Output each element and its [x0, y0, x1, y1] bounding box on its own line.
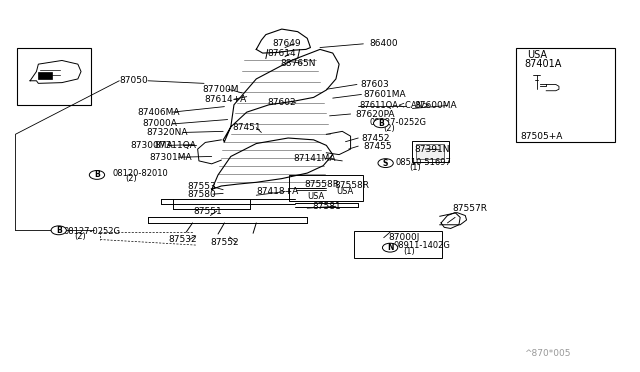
Text: 87620PA: 87620PA — [355, 109, 394, 119]
Text: 87141MA: 87141MA — [293, 154, 336, 163]
Text: 87558R: 87558R — [334, 181, 369, 190]
Text: 87558R: 87558R — [304, 180, 339, 189]
Circle shape — [51, 226, 67, 235]
Circle shape — [378, 159, 394, 167]
Text: (2): (2) — [75, 232, 86, 241]
FancyBboxPatch shape — [289, 175, 363, 201]
Text: 87553: 87553 — [188, 182, 216, 191]
FancyBboxPatch shape — [354, 231, 442, 258]
Text: 87580: 87580 — [188, 190, 216, 199]
Text: 87391N: 87391N — [414, 145, 450, 154]
Text: 08127-0252G: 08127-0252G — [64, 227, 121, 235]
Text: 87000A: 87000A — [143, 119, 178, 128]
Text: 87700M: 87700M — [203, 85, 239, 94]
Text: 08911-1402G: 08911-1402G — [394, 241, 450, 250]
Text: 08127-0252G: 08127-0252G — [370, 118, 427, 127]
Text: 87320NA: 87320NA — [147, 128, 188, 137]
Bar — [38, 71, 52, 79]
Text: 87649: 87649 — [272, 39, 301, 48]
FancyBboxPatch shape — [17, 48, 91, 105]
Text: 87311QA: 87311QA — [154, 141, 196, 150]
Text: (1): (1) — [409, 163, 421, 172]
Text: 87000J: 87000J — [389, 233, 420, 242]
Text: 87050: 87050 — [119, 76, 148, 85]
Text: 87557R: 87557R — [452, 204, 488, 214]
Text: (2): (2) — [384, 124, 396, 132]
Circle shape — [374, 119, 389, 128]
Text: 88765N: 88765N — [280, 59, 316, 68]
Text: 87552: 87552 — [211, 238, 239, 247]
Text: 87401A: 87401A — [524, 59, 561, 69]
Text: 87300MA: 87300MA — [130, 141, 173, 150]
Text: 87603: 87603 — [360, 80, 389, 89]
Text: 08120-82010: 08120-82010 — [113, 169, 169, 177]
Text: USA: USA — [336, 187, 353, 196]
Text: 87600MA: 87600MA — [414, 101, 457, 110]
Bar — [415, 144, 444, 160]
Text: (2): (2) — [125, 174, 138, 183]
Text: USA: USA — [307, 192, 324, 201]
Text: 87532: 87532 — [168, 235, 197, 244]
Text: 87418+A: 87418+A — [256, 187, 298, 196]
Text: 08510-51697: 08510-51697 — [395, 157, 451, 167]
Text: 87406MA: 87406MA — [137, 108, 180, 117]
Text: 87505+A: 87505+A — [521, 132, 563, 141]
Text: ^870*005: ^870*005 — [524, 349, 570, 358]
Text: 87451: 87451 — [232, 123, 260, 132]
Text: 87301MA: 87301MA — [149, 153, 192, 162]
Circle shape — [383, 243, 397, 252]
Text: 87614: 87614 — [268, 49, 296, 58]
Text: 87611QA<CAN>: 87611QA<CAN> — [360, 101, 431, 110]
Text: 87581: 87581 — [312, 202, 341, 211]
Text: N: N — [387, 243, 394, 252]
FancyBboxPatch shape — [516, 48, 615, 142]
Text: B: B — [94, 170, 100, 179]
Text: B: B — [56, 226, 61, 235]
Text: 87601MA: 87601MA — [364, 90, 406, 99]
Text: (1): (1) — [403, 247, 415, 256]
Text: B: B — [378, 119, 384, 128]
Text: 87614+A: 87614+A — [204, 95, 246, 104]
Text: 86400: 86400 — [370, 39, 398, 48]
Text: 87455: 87455 — [364, 142, 392, 151]
Text: USA: USA — [527, 50, 547, 60]
Text: 87452: 87452 — [362, 134, 390, 142]
Text: 87551: 87551 — [194, 206, 223, 216]
Text: S: S — [383, 158, 388, 168]
Text: 87602: 87602 — [268, 99, 296, 108]
Circle shape — [90, 170, 104, 179]
Bar — [412, 141, 449, 162]
